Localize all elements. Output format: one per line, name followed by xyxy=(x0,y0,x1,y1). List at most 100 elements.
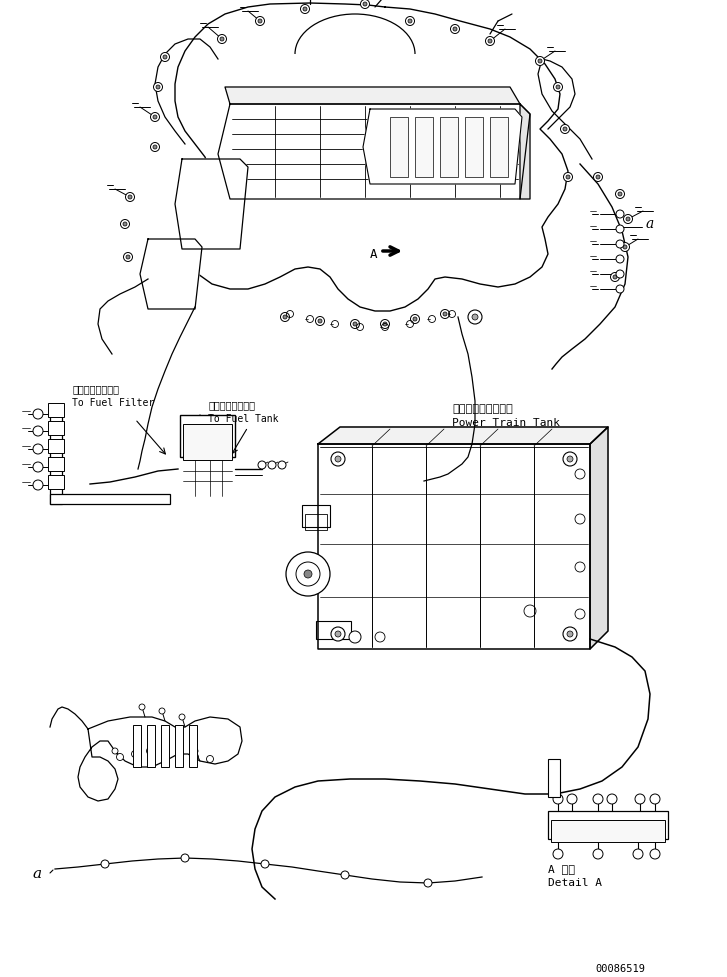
Circle shape xyxy=(116,753,124,761)
Circle shape xyxy=(53,427,59,433)
Circle shape xyxy=(643,824,653,833)
Circle shape xyxy=(112,748,118,754)
Circle shape xyxy=(451,25,459,34)
Circle shape xyxy=(593,173,603,183)
Text: Detail A: Detail A xyxy=(548,877,602,887)
Polygon shape xyxy=(175,4,568,312)
Circle shape xyxy=(350,320,359,329)
Circle shape xyxy=(472,315,478,320)
Circle shape xyxy=(150,113,159,122)
Circle shape xyxy=(563,452,577,467)
Bar xyxy=(465,118,483,178)
Circle shape xyxy=(567,794,577,804)
Polygon shape xyxy=(590,428,608,650)
Circle shape xyxy=(361,1,369,10)
Bar xyxy=(551,820,665,842)
Circle shape xyxy=(268,461,276,470)
Circle shape xyxy=(588,827,592,830)
Circle shape xyxy=(132,750,139,758)
Bar xyxy=(548,811,668,839)
Polygon shape xyxy=(140,239,202,310)
Text: To Fuel Filter: To Fuel Filter xyxy=(72,398,154,407)
Bar xyxy=(48,404,64,417)
Circle shape xyxy=(126,193,134,202)
Bar xyxy=(48,457,64,472)
Circle shape xyxy=(349,631,361,643)
Circle shape xyxy=(128,195,132,199)
Circle shape xyxy=(179,714,185,720)
Circle shape xyxy=(585,824,595,833)
Circle shape xyxy=(335,456,341,462)
Circle shape xyxy=(408,20,412,24)
Circle shape xyxy=(611,274,619,282)
Circle shape xyxy=(468,311,482,324)
Circle shape xyxy=(258,20,262,24)
Circle shape xyxy=(624,215,632,225)
Circle shape xyxy=(159,708,165,714)
Bar xyxy=(440,118,458,178)
Circle shape xyxy=(553,794,563,804)
Circle shape xyxy=(443,313,447,317)
Circle shape xyxy=(593,849,603,859)
Circle shape xyxy=(33,445,43,454)
Circle shape xyxy=(33,409,43,419)
Circle shape xyxy=(53,408,59,414)
Circle shape xyxy=(557,824,567,833)
Text: To Fuel Tank: To Fuel Tank xyxy=(208,413,278,424)
Circle shape xyxy=(53,445,59,450)
Circle shape xyxy=(191,753,198,761)
Bar xyxy=(390,118,408,178)
Circle shape xyxy=(192,748,198,754)
Bar xyxy=(48,440,64,453)
Bar xyxy=(50,414,62,504)
Circle shape xyxy=(258,461,266,470)
Circle shape xyxy=(281,314,289,322)
Polygon shape xyxy=(318,445,590,650)
Circle shape xyxy=(613,276,617,279)
Bar xyxy=(48,476,64,489)
Circle shape xyxy=(563,627,577,641)
Circle shape xyxy=(53,481,59,487)
Text: a: a xyxy=(646,217,654,231)
Bar xyxy=(180,415,235,457)
Circle shape xyxy=(561,125,569,135)
Circle shape xyxy=(380,320,390,329)
Circle shape xyxy=(563,128,567,132)
Circle shape xyxy=(616,271,624,278)
Circle shape xyxy=(383,322,387,326)
Circle shape xyxy=(217,35,227,45)
Circle shape xyxy=(331,452,345,467)
Circle shape xyxy=(220,38,224,42)
Bar xyxy=(48,421,64,436)
Polygon shape xyxy=(520,105,530,199)
Circle shape xyxy=(278,461,286,470)
Circle shape xyxy=(616,211,624,219)
Circle shape xyxy=(101,860,109,869)
Bar xyxy=(548,759,560,797)
Bar xyxy=(189,725,197,767)
Bar xyxy=(316,621,351,639)
Circle shape xyxy=(33,427,43,437)
Circle shape xyxy=(303,8,307,12)
Circle shape xyxy=(616,285,624,294)
Circle shape xyxy=(255,18,265,26)
Circle shape xyxy=(567,631,573,637)
Circle shape xyxy=(623,246,627,250)
Polygon shape xyxy=(225,88,520,105)
Circle shape xyxy=(161,54,169,63)
Polygon shape xyxy=(78,717,242,801)
Circle shape xyxy=(123,223,127,227)
Circle shape xyxy=(566,176,570,180)
Text: フェルフィルタへ: フェルフィルタへ xyxy=(72,384,119,394)
Bar xyxy=(183,425,232,460)
Circle shape xyxy=(560,827,564,830)
Circle shape xyxy=(121,220,129,230)
Circle shape xyxy=(353,322,357,326)
Circle shape xyxy=(147,747,153,754)
Circle shape xyxy=(553,83,563,93)
Circle shape xyxy=(596,176,600,180)
Circle shape xyxy=(53,462,59,469)
Circle shape xyxy=(633,849,643,859)
Circle shape xyxy=(304,571,312,578)
Circle shape xyxy=(616,191,624,199)
